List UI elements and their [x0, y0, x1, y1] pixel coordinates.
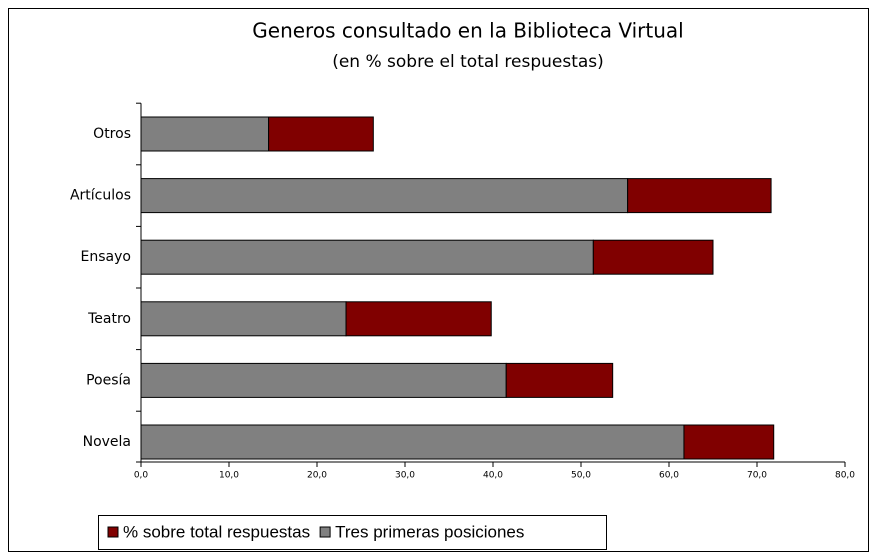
bar-segment — [140, 178, 629, 214]
bar-segment — [140, 239, 594, 275]
y-tick-label: Artículos — [70, 188, 131, 204]
bar-segment — [268, 116, 374, 152]
x-tick-label: 70,0 — [747, 471, 767, 481]
x-tick-label: 50,0 — [571, 471, 591, 481]
bar-segment — [345, 301, 492, 337]
bar-segment — [140, 301, 347, 337]
x-tick-label: 20,0 — [307, 471, 327, 481]
legend-label: % sobre total respuestas — [123, 522, 310, 541]
x-tick-label: 0,0 — [134, 471, 149, 481]
bar-segment — [592, 239, 714, 275]
y-tick-label: Poesía — [86, 372, 131, 388]
x-tick-label: 10,0 — [219, 471, 239, 481]
y-tick-label: Teatro — [87, 311, 131, 327]
y-tick-label: Otros — [93, 126, 131, 142]
x-tick-label: 80,0 — [835, 471, 855, 481]
x-tick-label: 30,0 — [395, 471, 415, 481]
legend-label: Tres primeras posiciones — [335, 522, 524, 541]
chart-title: Generos consultado en la Biblioteca Virt… — [252, 19, 683, 43]
legend-swatch — [319, 526, 331, 538]
chart-subtitle: (en % sobre el total respuestas) — [332, 52, 604, 72]
x-tick-label: 60,0 — [659, 471, 679, 481]
bar-segment — [627, 178, 772, 214]
bar-segment — [140, 116, 270, 152]
y-tick-label: Ensayo — [81, 249, 131, 265]
x-tick-label: 40,0 — [483, 471, 503, 481]
bar-segment — [505, 362, 614, 398]
bar-segment — [140, 362, 507, 398]
chart-frame — [8, 8, 869, 552]
bar-segment — [683, 424, 775, 460]
legend-box — [98, 515, 607, 550]
legend-swatch — [107, 526, 119, 538]
y-tick-label: Novela — [83, 434, 131, 450]
bar-segment — [140, 424, 685, 460]
